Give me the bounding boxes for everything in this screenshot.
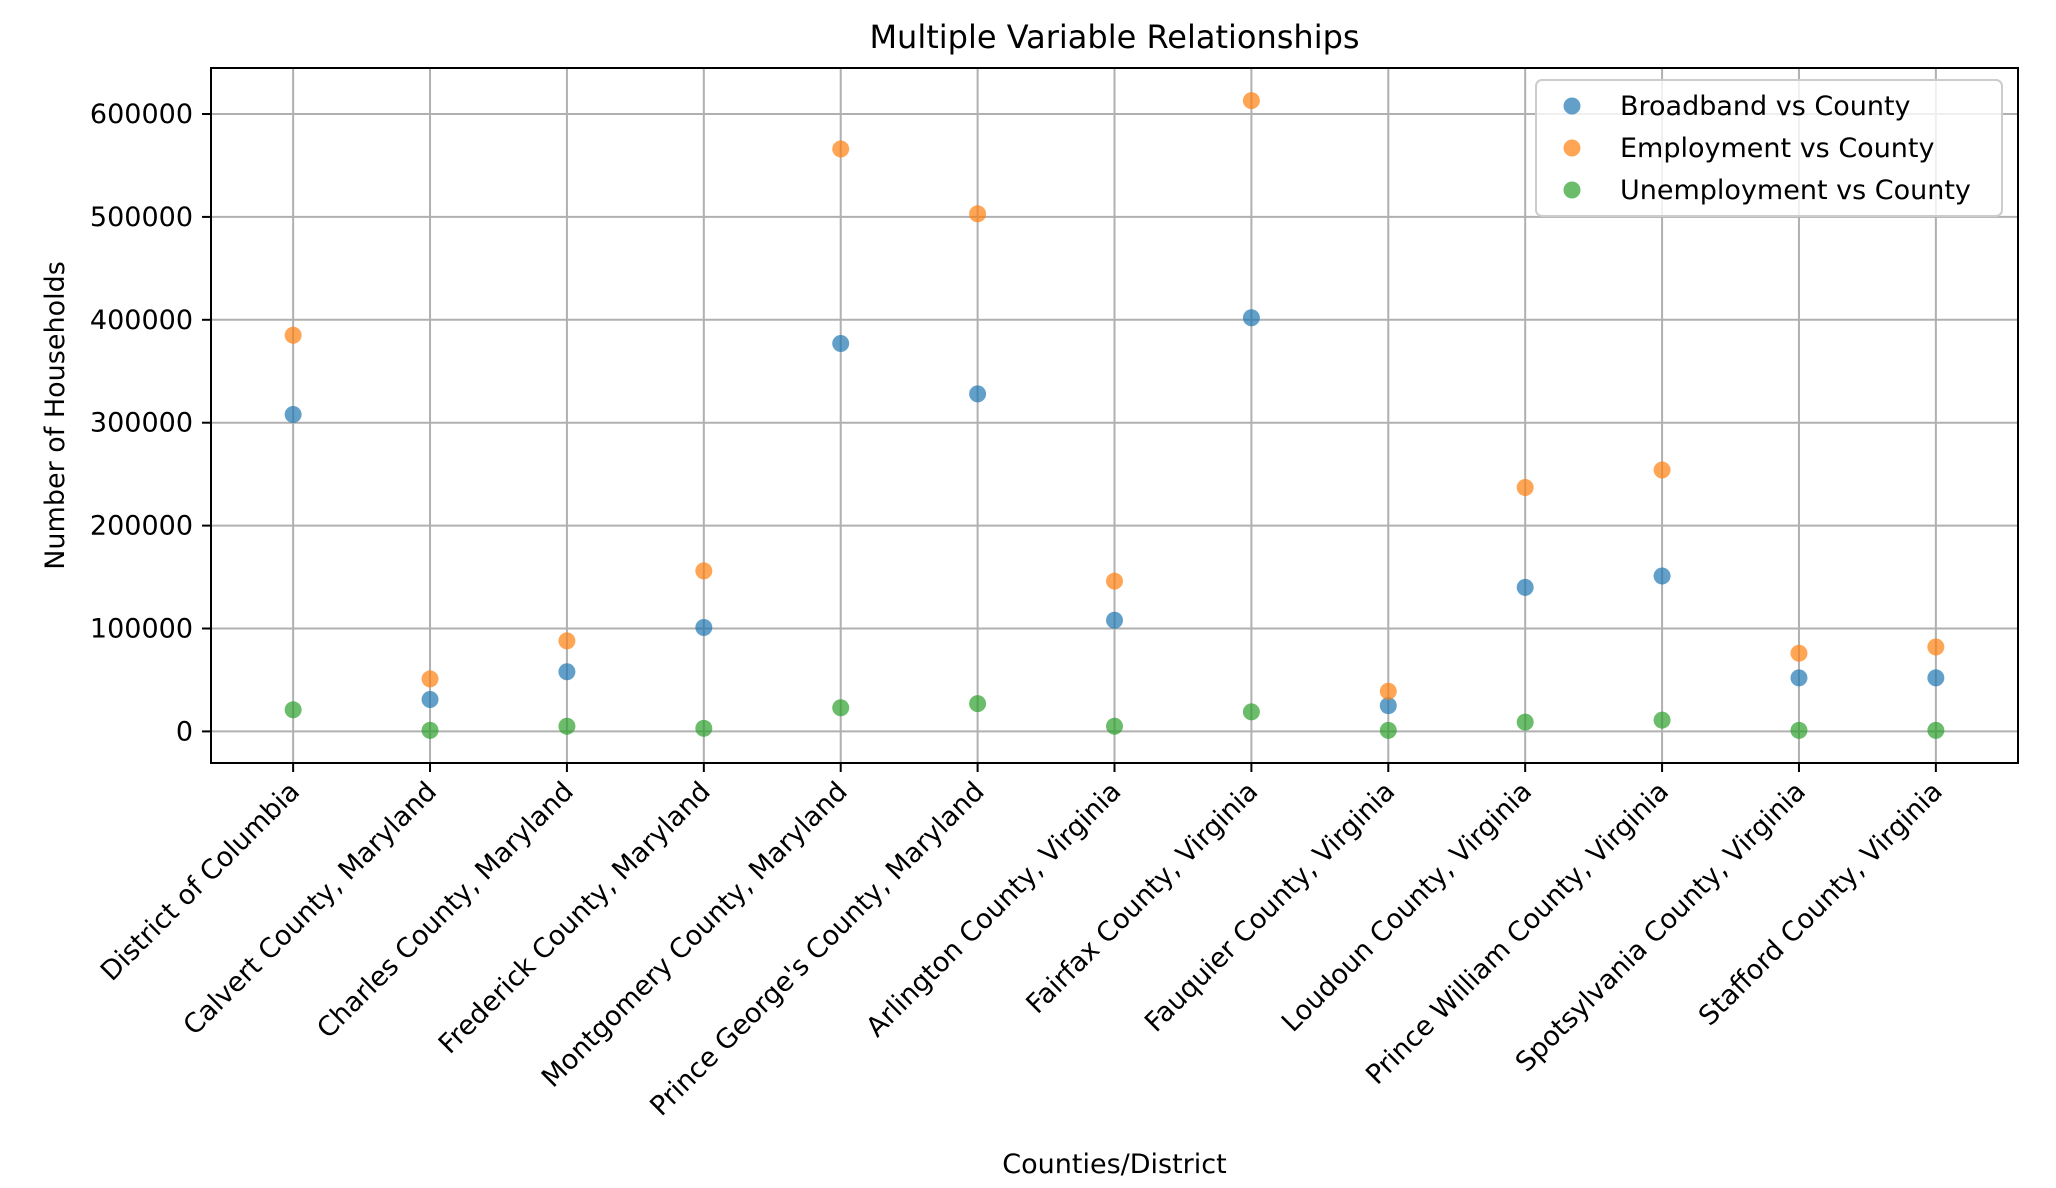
- data-point: [558, 717, 576, 735]
- data-point: [284, 326, 302, 344]
- data-point: [832, 699, 850, 717]
- data-point: [969, 385, 987, 403]
- data-point: [421, 670, 439, 688]
- y-tick-label: 0: [176, 716, 193, 747]
- y-tick-label: 300000: [90, 408, 193, 439]
- legend-marker: [1563, 139, 1581, 157]
- legend-label: Broadband vs County: [1620, 91, 1911, 122]
- data-point: [1790, 721, 1808, 739]
- data-point: [558, 663, 576, 681]
- data-point: [1516, 578, 1534, 596]
- y-axis-label: Number of Households: [40, 261, 71, 570]
- data-point: [1653, 711, 1671, 729]
- y-tick-label: 100000: [90, 614, 193, 645]
- data-point: [1927, 721, 1945, 739]
- data-point: [1790, 644, 1808, 662]
- data-point: [1927, 669, 1945, 687]
- data-point: [1242, 309, 1260, 327]
- chart-title: Multiple Variable Relationships: [869, 18, 1359, 56]
- x-axis-label: Counties/District: [1002, 1149, 1226, 1180]
- legend-label: Employment vs County: [1620, 133, 1935, 164]
- axis-ticks: [202, 112, 1937, 772]
- data-point: [1242, 703, 1260, 721]
- data-point: [1106, 611, 1123, 629]
- data-point: [832, 140, 850, 158]
- y-tick-label: 400000: [90, 305, 193, 336]
- data-point: [284, 405, 302, 423]
- data-point: [1653, 567, 1671, 585]
- data-point: [284, 701, 302, 719]
- data-point: [969, 695, 987, 713]
- y-tick-label: 600000: [90, 99, 193, 130]
- data-point: [969, 205, 987, 223]
- data-point: [1242, 92, 1260, 110]
- data-point: [1790, 669, 1808, 687]
- data-point: [421, 721, 439, 739]
- data-point: [1927, 638, 1945, 656]
- legend-marker: [1563, 181, 1581, 199]
- data-point: [1379, 721, 1397, 739]
- data-point: [695, 719, 713, 737]
- data-point: [1653, 461, 1671, 479]
- y-tick-label: 500000: [90, 202, 193, 233]
- data-point: [1106, 572, 1123, 590]
- data-point: [1106, 717, 1123, 735]
- data-point: [832, 334, 850, 352]
- data-point: [695, 618, 713, 636]
- data-points: [284, 92, 1945, 739]
- legend-label: Unemployment vs County: [1620, 175, 1971, 206]
- y-tick-label: 200000: [90, 511, 193, 542]
- plot-area-border: [210, 67, 2019, 764]
- legend-marker: [1563, 97, 1581, 115]
- data-point: [421, 691, 439, 709]
- legend: Broadband vs County Employment vs County U…: [1535, 79, 2003, 217]
- data-point: [558, 632, 576, 650]
- data-point: [1379, 697, 1397, 715]
- data-point: [1516, 479, 1534, 497]
- data-point: [1516, 713, 1534, 731]
- data-point: [695, 562, 713, 580]
- data-point: [1379, 682, 1397, 700]
- legend-frame: [1535, 79, 2003, 217]
